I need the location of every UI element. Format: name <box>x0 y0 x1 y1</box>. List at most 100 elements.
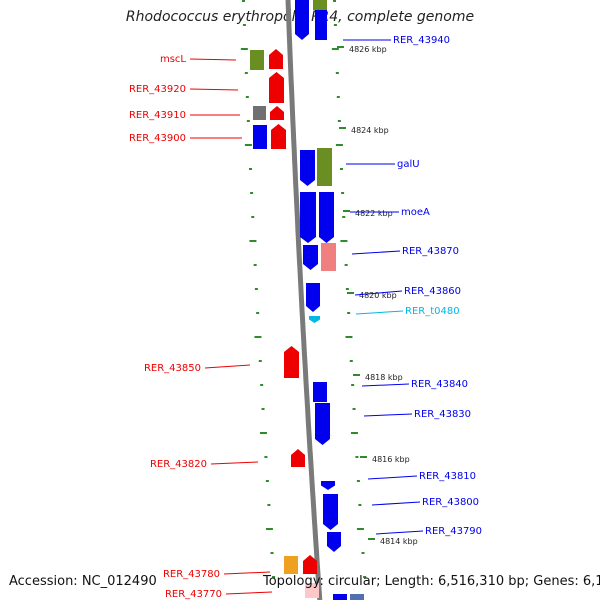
label-leader-line <box>204 364 251 369</box>
tick-label: 4826 kbp <box>349 45 387 54</box>
gene-RER_43840[interactable] <box>313 382 327 402</box>
gene-moeA[interactable] <box>319 192 334 243</box>
gene-RER_43810[interactable] <box>321 481 335 490</box>
ring-dot <box>253 264 257 266</box>
gene-RER_43880[interactable] <box>303 245 318 270</box>
gene-label-RER_43860[interactable]: RER_43860 <box>404 286 461 297</box>
gene-label-RER_43820[interactable]: RER_43820 <box>150 459 207 470</box>
gene-blue-bottom[interactable] <box>333 594 347 600</box>
tick-mark <box>337 46 344 48</box>
gene-RER_43910[interactable] <box>270 106 284 120</box>
ring-dot <box>339 168 343 170</box>
ring-dot <box>254 288 258 290</box>
ring-dot <box>244 72 248 74</box>
tick-label: 4820 kbp <box>359 291 397 300</box>
ring-dot <box>260 384 264 386</box>
label-leader-line <box>371 501 421 506</box>
gene-label-RER_43910[interactable]: RER_43910 <box>129 110 186 121</box>
ring-dot <box>356 480 360 482</box>
gene-label-RER_43870[interactable]: RER_43870 <box>402 246 459 257</box>
gene-RER_43870[interactable] <box>321 243 336 271</box>
gene-label-RER_43840[interactable]: RER_43840 <box>411 379 468 390</box>
label-leader-line <box>354 290 403 296</box>
ring-dot <box>258 360 262 362</box>
gene-RER_43820[interactable] <box>291 449 305 467</box>
ring-dot <box>254 336 262 338</box>
gene-galU[interactable] <box>317 148 332 186</box>
gene-label-RER_43830[interactable]: RER_43830 <box>414 409 471 420</box>
gene-moeA-blue[interactable] <box>300 192 316 243</box>
gene-label-RER_t0480[interactable]: RER_t0480 <box>405 306 460 317</box>
ring-dot <box>249 240 257 242</box>
accession-text: Accession: NC_012490 <box>9 574 157 589</box>
label-leader-line <box>375 530 424 535</box>
ring-dot <box>340 240 348 242</box>
gene-mscL[interactable] <box>250 50 264 70</box>
ring-dot <box>265 480 269 482</box>
gene-label-RER_43850[interactable]: RER_43850 <box>144 363 201 374</box>
gene-label-RER_43810[interactable]: RER_43810 <box>419 471 476 482</box>
gene-RER_43780[interactable] <box>303 555 317 574</box>
gene-RER_43770[interactable] <box>305 583 319 598</box>
label-leader-line <box>351 250 401 255</box>
tick-label: 4818 kbp <box>365 373 403 382</box>
tick-label: 4822 kbp <box>355 209 393 218</box>
ring-dot <box>356 528 364 530</box>
gene-label-RER_43770[interactable]: RER_43770 <box>165 589 222 600</box>
ring-dot <box>256 312 260 314</box>
tick-mark <box>353 374 360 376</box>
ring-dot <box>242 0 245 2</box>
gene-label-RER_43800[interactable]: RER_43800 <box>422 497 479 508</box>
gene-RER_t0480[interactable] <box>309 316 320 323</box>
gene-RER_43940[interactable] <box>295 0 309 40</box>
gene-label-RER_43900[interactable]: RER_43900 <box>129 133 186 144</box>
label-leader-line <box>367 475 418 480</box>
gene-RER_43900-blue[interactable] <box>253 125 267 149</box>
gene-RER_43860[interactable] <box>306 283 320 312</box>
gene-RER_43900[interactable] <box>271 124 286 149</box>
gene-label-RER_43780[interactable]: RER_43780 <box>163 569 220 580</box>
gene-steel-bottom[interactable] <box>350 594 364 600</box>
gene-RER_43850[interactable] <box>284 346 299 378</box>
gene-RER_43790[interactable] <box>327 532 341 552</box>
ring-dot <box>248 168 252 170</box>
label-leader-line <box>355 310 404 315</box>
label-leader-line <box>210 461 259 465</box>
ring-dot <box>337 120 341 122</box>
ring-dot <box>335 72 339 74</box>
ring-dot <box>240 48 248 50</box>
gene-label-mscL[interactable]: mscL <box>160 54 186 65</box>
gene-label-RER_43790[interactable]: RER_43790 <box>425 526 482 537</box>
gene-label-RER_43920[interactable]: RER_43920 <box>129 84 186 95</box>
gene-olive-top[interactable] <box>313 0 327 10</box>
ring-dot <box>246 120 250 122</box>
tick-mark <box>347 292 354 294</box>
gene-label-galU[interactable]: galU <box>397 159 420 170</box>
ring-dot <box>361 552 365 554</box>
label-leader-line <box>361 383 410 387</box>
tick-mark <box>368 538 375 540</box>
gene-RER_43830[interactable] <box>315 403 330 445</box>
ring-dot <box>363 576 367 578</box>
ring-dot <box>265 528 273 530</box>
ring-dot <box>344 264 348 266</box>
ring-dot <box>267 504 271 506</box>
gene-label-RER_43940[interactable]: RER_43940 <box>393 35 450 46</box>
tick-mark <box>360 456 367 458</box>
gene-RER_43930[interactable] <box>269 49 283 69</box>
gene-RER_43920[interactable] <box>269 72 284 103</box>
gene-RER_43800[interactable] <box>323 494 338 530</box>
gene-RER_43780-orange[interactable] <box>284 556 298 574</box>
ring-dot <box>345 336 353 338</box>
tick-label: 4816 kbp <box>372 455 410 464</box>
ring-dot <box>333 24 337 26</box>
gene-RER_43910-gray[interactable] <box>253 106 266 120</box>
ring-dot <box>349 360 353 362</box>
gene-label-moeA[interactable]: moeA <box>401 207 430 218</box>
ring-dot <box>352 408 356 410</box>
ring-dot <box>345 288 349 290</box>
gene-blue-top[interactable] <box>315 10 327 40</box>
ring-dot <box>242 24 246 26</box>
gene-galU-blue[interactable] <box>300 150 315 186</box>
ring-dot <box>250 192 254 194</box>
